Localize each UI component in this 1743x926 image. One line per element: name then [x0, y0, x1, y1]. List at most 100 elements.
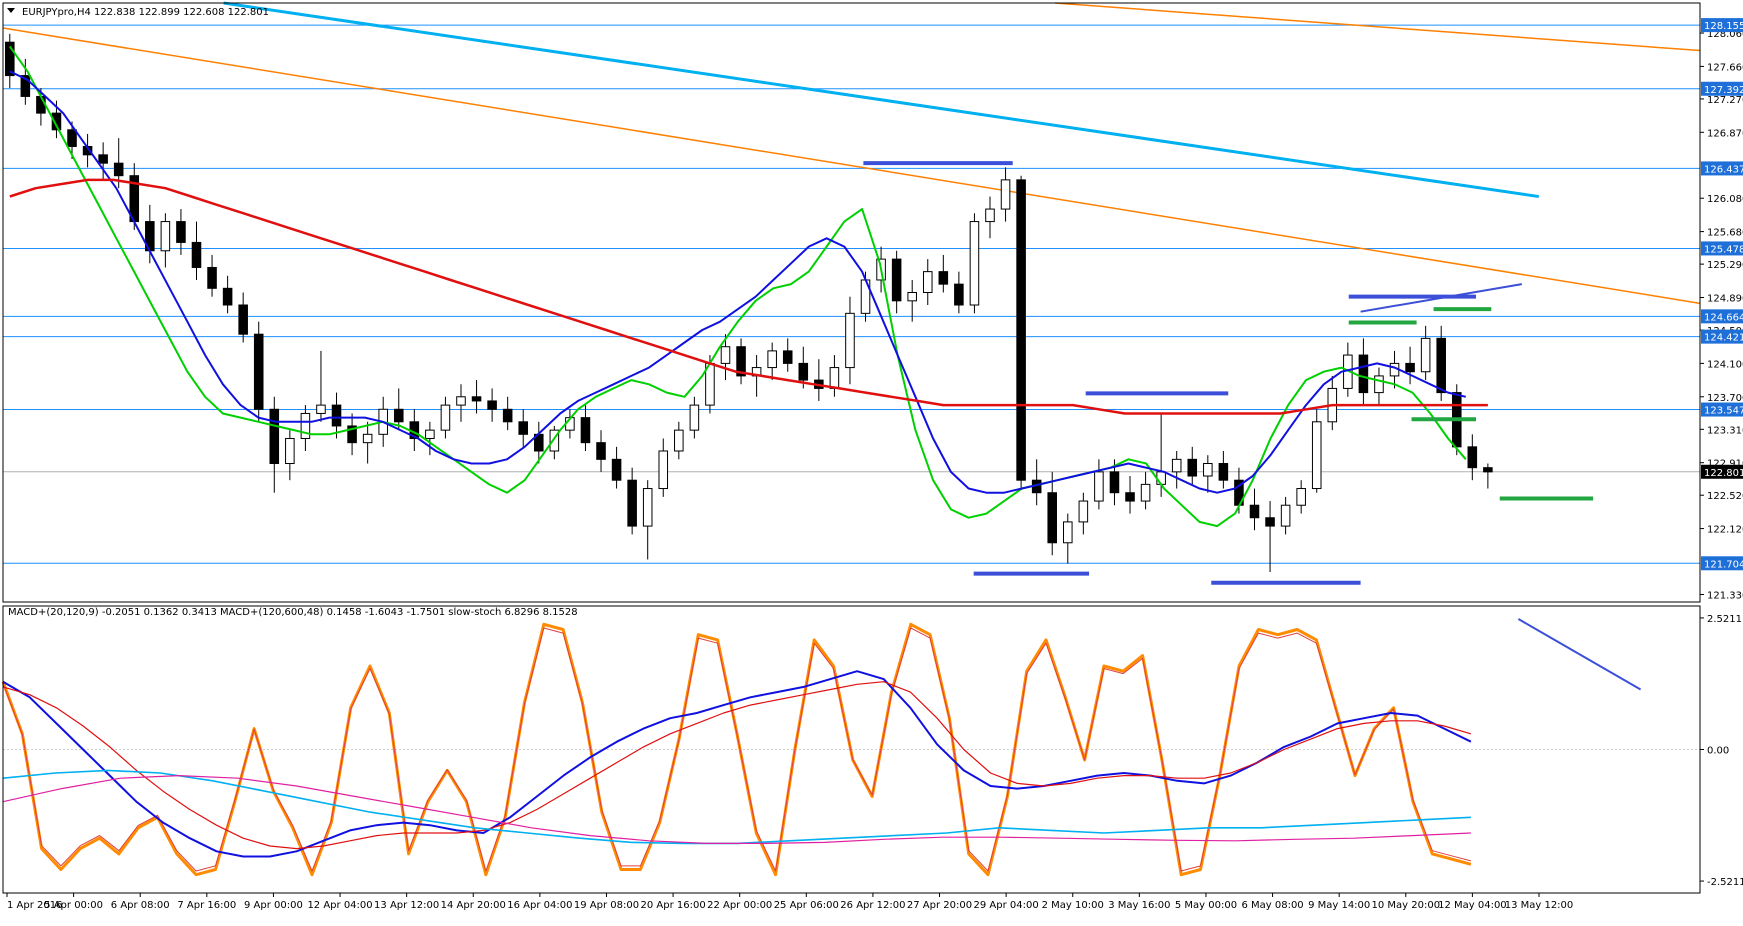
- stoch-signal-line: [2, 627, 1472, 872]
- trend-line: [1055, 2, 1701, 52]
- x-tick-label: 12 Apr 04:00: [307, 900, 372, 911]
- bearish-candle: [471, 396, 482, 402]
- y-tick-label: 121.330: [1707, 590, 1743, 601]
- bullish-candle: [985, 208, 995, 223]
- bearish-candle: [798, 362, 809, 381]
- bearish-candle: [502, 408, 513, 423]
- x-tick-label: 9 Apr 00:00: [244, 900, 303, 911]
- x-tick-label: 25 Apr 06:00: [774, 900, 839, 911]
- bearish-candle: [1358, 354, 1369, 394]
- x-tick-label: 26 Apr 12:00: [840, 900, 905, 911]
- bearish-candle: [98, 154, 108, 164]
- y-tick-label: 123.700: [1707, 393, 1743, 404]
- x-tick-label: 27 Apr 20:00: [907, 900, 972, 911]
- y-tick-label: 126.080: [1707, 194, 1743, 205]
- bullish-candle: [1156, 471, 1166, 485]
- x-tick-label: 5 Apr 00:00: [44, 900, 103, 911]
- bearish-candle: [1483, 467, 1493, 473]
- bearish-candle: [393, 408, 404, 423]
- price-level-box: [1701, 241, 1743, 256]
- x-tick-label: 1 Apr 2016: [7, 900, 62, 911]
- bullish-candle: [1296, 488, 1306, 506]
- price-level-box: [1701, 81, 1743, 96]
- x-tick-label: 6 May 08:00: [1241, 900, 1303, 911]
- y-tick-label: 123.310: [1707, 425, 1743, 436]
- bearish-candle: [954, 283, 964, 306]
- bullish-candle: [285, 437, 295, 465]
- bullish-candle: [300, 412, 311, 439]
- moving-average-line: [8, 45, 1467, 528]
- x-tick-label: 13 Apr 12:00: [374, 900, 439, 911]
- y-tick-label: 125.290: [1707, 260, 1743, 271]
- x-tick-label: 6 Apr 08:00: [111, 900, 170, 911]
- sub-y-tick-label: 2.5211: [1707, 614, 1742, 625]
- x-tick-label: 29 Apr 04:00: [974, 900, 1039, 911]
- bullish-candle: [1140, 483, 1151, 502]
- x-tick-label: 12 May 04:00: [1438, 900, 1507, 911]
- price-panel-frame: [2, 2, 1701, 603]
- price-level-label: 124.664: [1704, 312, 1743, 323]
- bullish-candle: [922, 271, 933, 293]
- bullish-candle: [1171, 458, 1182, 473]
- bullish-candle: [1203, 463, 1213, 477]
- x-tick-label: 19 Apr 08:00: [574, 900, 639, 911]
- bearish-candle: [1218, 463, 1229, 481]
- bullish-candle: [845, 312, 855, 369]
- bullish-candle: [1280, 504, 1291, 527]
- price-panel[interactable]: [2, 1, 1701, 585]
- moving-average-line: [9, 70, 1467, 494]
- x-tick-label: 3 May 16:00: [1108, 900, 1170, 911]
- x-tick-label: 5 May 00:00: [1175, 900, 1237, 911]
- indicator-panel[interactable]: [1, 618, 1700, 877]
- bearish-candle: [891, 258, 902, 302]
- x-tick-label: 20 Apr 16:00: [640, 900, 705, 911]
- bearish-candle: [36, 95, 46, 114]
- bullish-candle: [658, 450, 669, 490]
- bearish-candle: [938, 271, 949, 285]
- trend-line: [2, 27, 1701, 305]
- price-level-label: 128.155: [1704, 21, 1743, 32]
- price-level-box: [1701, 556, 1743, 571]
- y-tick-label: 128.060: [1707, 29, 1743, 40]
- bullish-candle: [969, 221, 980, 306]
- price-level-label: 124.421: [1704, 333, 1743, 344]
- price-level-label: 127.392: [1704, 85, 1743, 96]
- indicator-series-line: [2, 670, 1472, 858]
- bullish-candle: [1094, 471, 1104, 502]
- bullish-candle: [829, 367, 840, 389]
- bullish-candle: [1000, 179, 1011, 210]
- bullish-candle: [440, 404, 451, 431]
- y-tick-label: 127.660: [1707, 62, 1743, 73]
- bullish-candle: [720, 346, 731, 364]
- bearish-candle: [253, 333, 264, 410]
- current-price-box: [1701, 464, 1743, 479]
- price-level-box: [1701, 329, 1743, 344]
- y-tick-label: 122.520: [1707, 491, 1743, 502]
- bullish-candle: [549, 429, 560, 452]
- bearish-candle: [176, 221, 186, 243]
- bearish-candle: [1467, 446, 1478, 469]
- bullish-candle: [1063, 521, 1073, 544]
- bullish-candle: [689, 404, 700, 431]
- y-tick-label: 126.870: [1707, 128, 1743, 139]
- price-level-label: 121.704: [1704, 559, 1743, 570]
- y-tick-label: 125.680: [1707, 228, 1743, 239]
- sub-y-tick-label: -2.5211: [1707, 877, 1743, 888]
- trend-line: [223, 1, 1540, 199]
- bullish-candle: [362, 433, 373, 444]
- price-level-label: 125.478: [1704, 244, 1743, 255]
- bullish-candle: [674, 429, 684, 452]
- bearish-candle: [627, 479, 637, 527]
- bullish-candle: [907, 291, 917, 302]
- x-tick-label: 14 Apr 20:00: [441, 900, 506, 911]
- bearish-candle: [191, 241, 202, 268]
- indicator-series-line: [2, 769, 1471, 845]
- divergence-line: [1517, 618, 1642, 691]
- bearish-candle: [238, 304, 248, 335]
- y-tick-label: 124.100: [1707, 359, 1743, 370]
- y-tick-label: 122.120: [1707, 525, 1743, 536]
- y-tick-label: 124.890: [1707, 293, 1743, 304]
- chart-menu-triangle-icon[interactable]: [7, 8, 15, 13]
- price-level-box: [1701, 161, 1743, 176]
